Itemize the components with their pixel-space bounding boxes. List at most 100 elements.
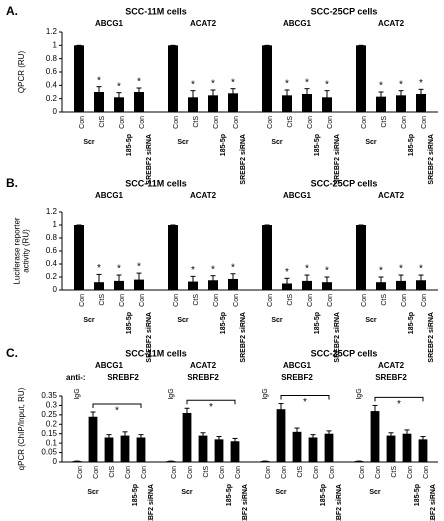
x-tick-label: Con — [233, 294, 240, 307]
y-tick-label: 0.4 — [46, 80, 58, 89]
treatment-label: Scr — [181, 489, 193, 496]
bar — [282, 95, 292, 112]
bar — [230, 441, 240, 462]
bar — [308, 437, 318, 462]
y-tick-label: 1 — [53, 220, 58, 229]
y-tick-label: 0.2 — [46, 419, 58, 428]
x-tick-label: CtS — [193, 294, 200, 306]
x-tick-label: Con — [233, 116, 240, 129]
bar — [88, 416, 98, 462]
bar — [74, 225, 84, 290]
treatment-label: Scr — [271, 139, 283, 146]
x-tick-label: Con — [307, 294, 314, 307]
x-tick-label: Con — [281, 466, 288, 479]
bracket-label: * — [303, 397, 307, 408]
treatment-label: 185-5p — [408, 312, 415, 334]
bar — [418, 439, 428, 462]
x-tick-label: Con — [423, 466, 430, 479]
x-tick-label: Con — [401, 294, 408, 307]
gene-label: ABCG1 — [283, 191, 312, 200]
x-tick-label: Con — [361, 116, 368, 129]
bar — [402, 433, 412, 462]
treatment-label: SREBF2 siRNA — [148, 484, 155, 521]
bar — [208, 280, 218, 290]
y-tick-label: 0 — [53, 107, 58, 116]
bar — [120, 435, 130, 462]
significance-mark: * — [117, 81, 121, 92]
y-tick-label: 0.6 — [46, 67, 58, 76]
bar — [114, 97, 124, 112]
y-tick-label: 0.3 — [46, 401, 58, 410]
treatment-label: SREBF2 siRNA — [334, 312, 341, 363]
panel-label: B. — [6, 176, 18, 190]
treatment-label: SREBF2 siRNA — [240, 312, 247, 363]
x-tick-label: Con — [235, 466, 242, 479]
treatment-label: Scr — [83, 317, 95, 324]
treatment-label: 185-5p — [220, 134, 227, 156]
significance-mark: * — [211, 264, 215, 275]
treatment-label: 185-5p — [126, 134, 133, 156]
gene-label: ABCG1 — [283, 361, 312, 370]
x-tick-label: Con — [119, 116, 126, 129]
treatment-label: 185-5p — [226, 484, 233, 506]
x-tick-label: Con — [359, 466, 366, 479]
y-tick-label: 0.35 — [41, 391, 57, 400]
cell-line-title: SCC-11M cells — [125, 348, 187, 358]
x-tick-label: Con — [327, 294, 334, 307]
y-tick-label: 1.2 — [46, 207, 58, 216]
significance-mark: * — [305, 264, 309, 275]
gene-label: ABCG1 — [283, 19, 312, 28]
control-label: IgG — [262, 388, 269, 399]
x-tick-label: Con — [421, 294, 428, 307]
x-tick-label: Con — [265, 466, 272, 479]
significance-mark: * — [97, 263, 101, 274]
panel-label: A. — [6, 4, 18, 18]
x-tick-label: CtS — [203, 466, 210, 478]
x-tick-label: Con — [327, 116, 334, 129]
bar — [168, 45, 178, 113]
gene-label: ACAT2 — [190, 361, 217, 370]
treatment-label: Scr — [177, 317, 189, 324]
y-tick-label: 0.8 — [46, 54, 58, 63]
significance-mark: * — [191, 79, 195, 90]
significance-mark: * — [379, 81, 383, 92]
y-tick-label: 0.4 — [46, 259, 58, 268]
x-tick-label: CtS — [287, 116, 294, 128]
significance-mark: * — [399, 79, 403, 90]
bracket-label: * — [115, 406, 119, 417]
bar — [292, 431, 302, 462]
cell-line-title: SCC-11M cells — [125, 6, 187, 16]
bar — [302, 94, 312, 112]
control-label: IgG — [168, 388, 175, 399]
x-tick-label: Con — [171, 466, 178, 479]
control-label: IgG — [74, 388, 81, 399]
treatment-label: SREBF2 siRNA — [334, 134, 341, 185]
x-tick-label: CtS — [297, 466, 304, 478]
x-tick-label: Con — [125, 466, 132, 479]
y-tick-label: 0.1 — [46, 438, 58, 447]
cell-line-title: SCC-25CP cells — [311, 348, 378, 358]
y-axis-label: qPCR (ChIP/Input, RU) — [17, 387, 26, 470]
x-tick-label: Con — [307, 116, 314, 129]
significance-mark: * — [191, 265, 195, 276]
x-tick-label: Con — [139, 294, 146, 307]
bar — [376, 96, 386, 112]
treatment-label: SREBF2 siRNA — [240, 134, 247, 185]
x-tick-label: Con — [93, 466, 100, 479]
treatment-label: SREBF2 siRNA — [146, 134, 153, 185]
bar — [262, 45, 272, 113]
control-label: IgG — [356, 388, 363, 399]
bar — [386, 435, 396, 462]
gene-label: ACAT2 — [190, 191, 217, 200]
bar — [324, 433, 334, 462]
significance-mark: * — [211, 79, 215, 90]
significance-mark: * — [399, 264, 403, 275]
significance-bracket — [92, 403, 142, 409]
x-tick-label: Con — [77, 466, 84, 479]
x-tick-label: Con — [187, 466, 194, 479]
bar — [396, 95, 406, 112]
bar — [276, 409, 286, 462]
bar — [74, 45, 84, 113]
x-tick-label: Con — [313, 466, 320, 479]
